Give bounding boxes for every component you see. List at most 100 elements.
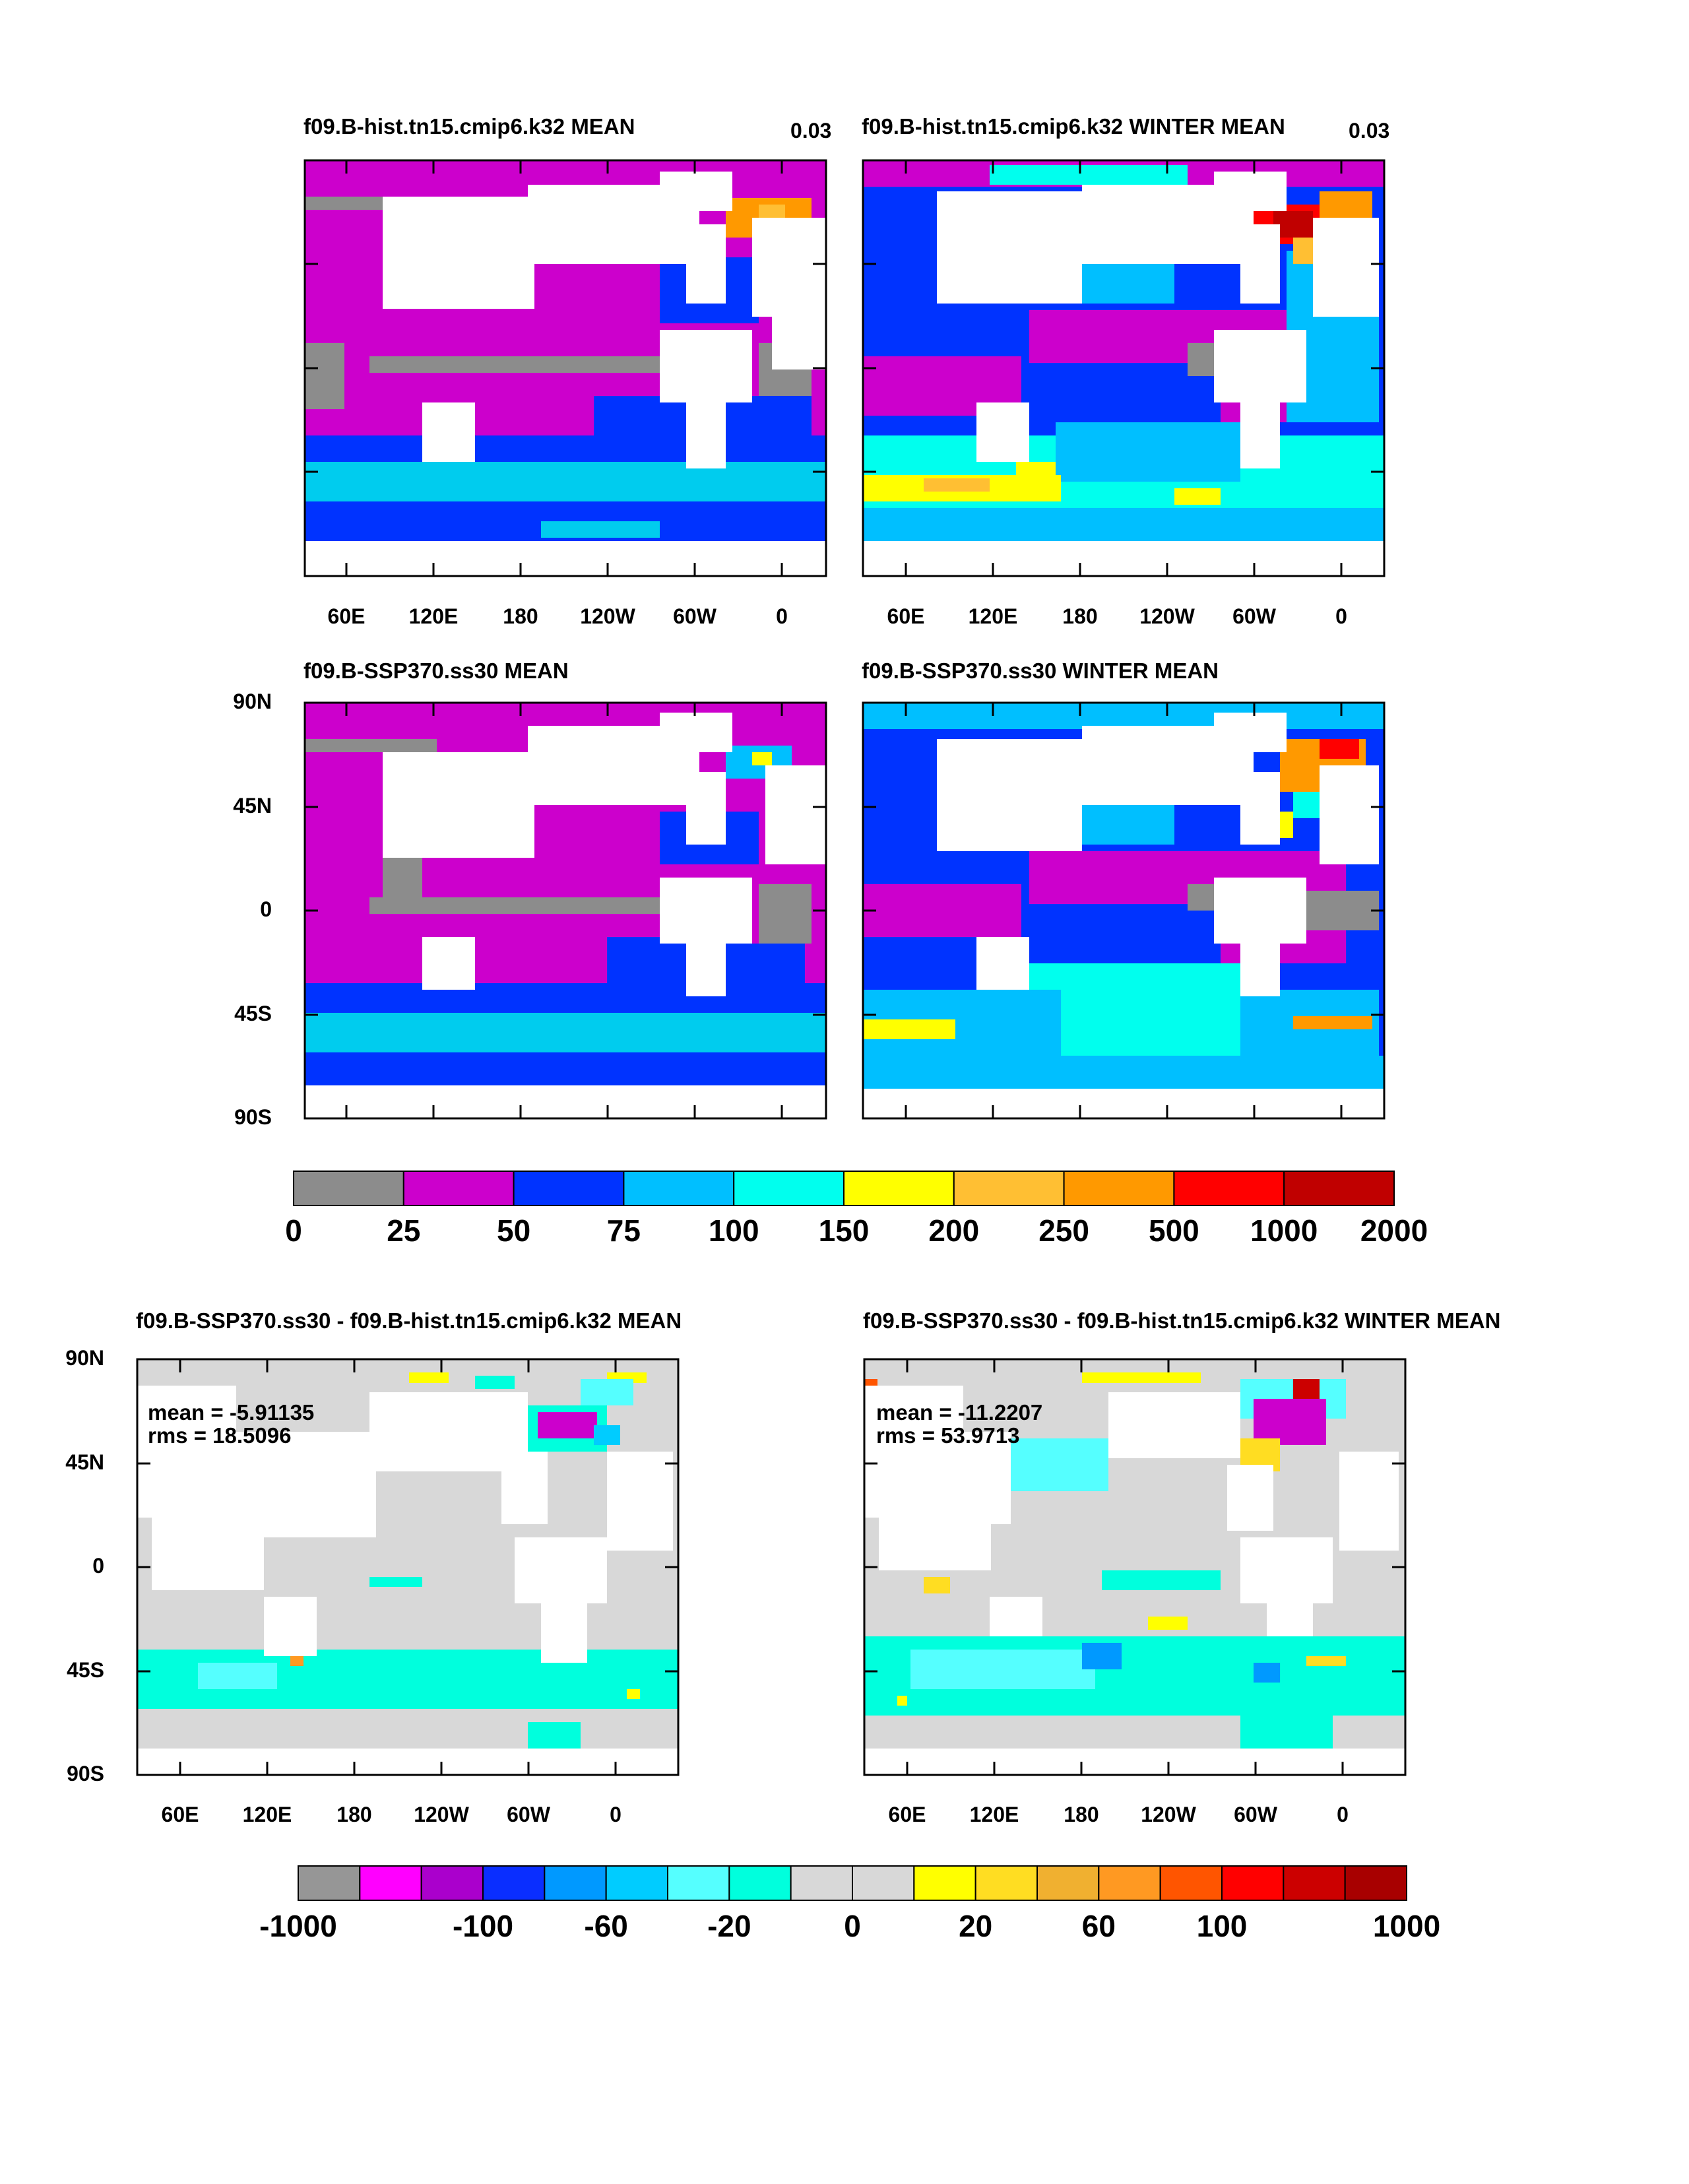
- colorbar-label: 0: [844, 1909, 861, 1943]
- y-ticks: [864, 1462, 1405, 1673]
- colorbar-swatch: [1283, 1865, 1346, 1901]
- colorbar-swatch: [1063, 1171, 1175, 1206]
- x-tick-label: 180: [503, 604, 538, 628]
- stat-mean: mean = -5.91135: [148, 1400, 315, 1425]
- x-tick-label: 180: [1064, 1803, 1099, 1826]
- colorbar-swatch: [544, 1865, 607, 1901]
- y-tick-label: 0: [92, 1554, 104, 1578]
- colorbar-label: -1000: [259, 1909, 337, 1943]
- x-tick-label: 120W: [580, 604, 635, 628]
- x-tick-label: 120E: [242, 1803, 292, 1826]
- x-tick-label: 60W: [507, 1803, 550, 1826]
- x-tick-label: 180: [1062, 604, 1098, 628]
- x-tick-label: 120E: [969, 1803, 1019, 1826]
- x-ticks: [179, 1359, 617, 1775]
- colorbar-swatch: [1159, 1865, 1223, 1901]
- land-mask: [305, 713, 826, 1120]
- y-tick-label: 0: [260, 897, 272, 921]
- x-tick-label: 60E: [161, 1803, 199, 1826]
- colorbar-swatch: [733, 1171, 844, 1206]
- panel-title: f09.B-SSP370.ss30 - f09.B-hist.tn15.cmip…: [863, 1308, 1501, 1333]
- x-tick-label: 60W: [673, 604, 717, 628]
- colorbar-swatch: [402, 1171, 515, 1206]
- x-tick-label: 0: [1335, 604, 1347, 628]
- x-tick-label: 60W: [1232, 604, 1276, 628]
- colorbar-label: 0: [285, 1213, 302, 1248]
- panel-title: f09.B-hist.tn15.cmip6.k32 MEAN: [303, 114, 635, 139]
- x-tick-label: 120W: [414, 1803, 469, 1826]
- colorbar-swatch: [420, 1865, 484, 1901]
- colorbar-label: 50: [497, 1213, 531, 1248]
- y-ticks: [305, 806, 826, 1016]
- colorbar-swatch: [667, 1865, 730, 1901]
- panel-title: f09.B-SSP370.ss30 - f09.B-hist.tn15.cmip…: [136, 1308, 682, 1333]
- y-tick-label: 45N: [233, 794, 272, 818]
- colorbar-swatch: [482, 1865, 546, 1901]
- colorbar-label: 100: [1196, 1909, 1248, 1943]
- x-tick-label: 60W: [1234, 1803, 1277, 1826]
- land-mask: [864, 1386, 1405, 1776]
- colorbar-label: 20: [959, 1909, 993, 1943]
- colorbar-label: -100: [452, 1909, 514, 1943]
- colorbar-label: 1000: [1250, 1213, 1318, 1248]
- colorbar-swatch: [913, 1865, 976, 1901]
- panel-title: f09.B-SSP370.ss30 MEAN: [303, 658, 569, 683]
- colorbar-swatch: [974, 1865, 1038, 1901]
- land-mask: [305, 172, 826, 577]
- colorbar-label: 250: [1038, 1213, 1089, 1248]
- panel-title: f09.B-SSP370.ss30 WINTER MEAN: [862, 658, 1219, 683]
- y-tick-label: 45N: [65, 1450, 104, 1474]
- colorbar-swatch: [728, 1865, 792, 1901]
- colorbar-label: -60: [584, 1909, 628, 1943]
- land-mask: [863, 713, 1384, 1120]
- y-tick-label: 45S: [234, 1002, 272, 1025]
- y-ticks: [863, 263, 1384, 473]
- y-tick-label: 90S: [234, 1105, 272, 1129]
- x-ticks: [905, 160, 1343, 576]
- y-tick-label: 90N: [233, 690, 272, 713]
- colorbar-swatch: [623, 1171, 735, 1206]
- y-tick-label: 90S: [67, 1762, 104, 1785]
- x-tick-label: 60E: [888, 1803, 926, 1826]
- land-mask: [863, 172, 1384, 577]
- colorbar-swatch: [298, 1865, 361, 1901]
- colorbar-label: 500: [1149, 1213, 1199, 1248]
- x-ticks: [906, 1359, 1344, 1775]
- colorbar-label: 60: [1081, 1909, 1116, 1943]
- colorbar-label: -20: [707, 1909, 751, 1943]
- land-mask: [137, 1386, 678, 1776]
- x-tick-label: 120W: [1139, 604, 1195, 628]
- stat-rms: rms = 53.9713: [876, 1423, 1020, 1448]
- colorbar-swatch: [1344, 1865, 1407, 1901]
- colorbar-label: 100: [708, 1213, 759, 1248]
- colorbar-swatch: [790, 1865, 853, 1901]
- colorbar-swatch: [852, 1865, 915, 1901]
- colorbar-label: 1000: [1372, 1909, 1441, 1943]
- x-ticks: [345, 160, 783, 576]
- x-tick-label: 180: [336, 1803, 372, 1826]
- y-ticks: [863, 806, 1384, 1016]
- y-tick-label: 90N: [65, 1346, 104, 1370]
- y-ticks: [305, 159, 826, 473]
- colorbar-swatch: [1221, 1865, 1285, 1901]
- corner-label: 0.03: [1349, 119, 1390, 143]
- stat-mean: mean = -11.2207: [876, 1400, 1043, 1425]
- panel-title: f09.B-hist.tn15.cmip6.k32 WINTER MEAN: [862, 114, 1285, 139]
- colorbar-label: 25: [387, 1213, 421, 1248]
- x-tick-label: 60E: [887, 604, 925, 628]
- x-tick-label: 120E: [408, 604, 459, 628]
- colorbar-label: 150: [818, 1213, 870, 1248]
- x-tick-label: 0: [610, 1803, 621, 1826]
- colorbar-swatch: [1283, 1171, 1395, 1206]
- x-tick-label: 0: [776, 604, 788, 628]
- x-ticks: [345, 703, 783, 1118]
- y-ticks: [137, 1462, 678, 1673]
- stat-rms: rms = 18.5096: [148, 1423, 292, 1448]
